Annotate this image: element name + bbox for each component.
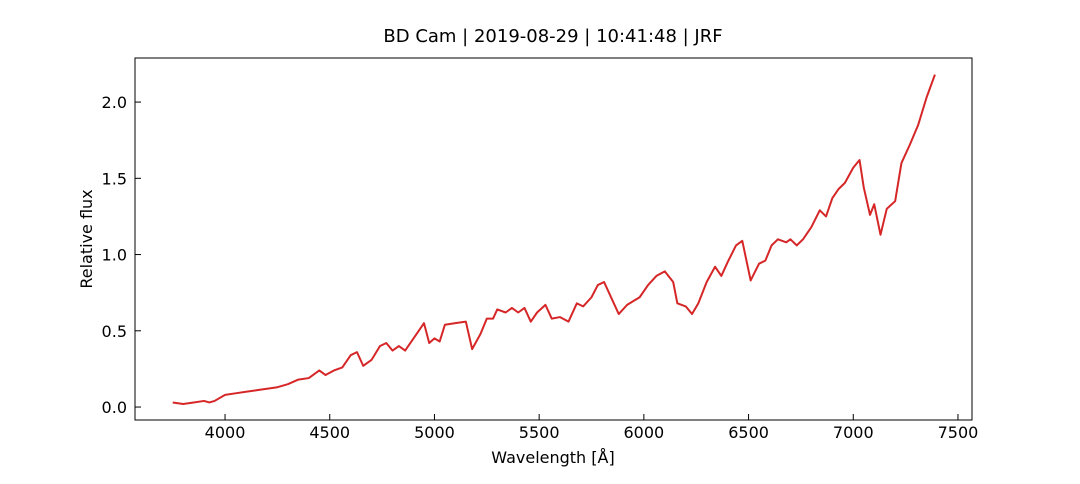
y-tick-label: 1.5 <box>102 169 127 188</box>
x-tick-label: 4000 <box>205 423 246 442</box>
x-tick-label: 5500 <box>519 423 560 442</box>
spectrum-line <box>172 74 936 405</box>
plot-frame <box>134 57 973 421</box>
chart-title: BD Cam | 2019-08-29 | 10:41:48 | JRF <box>383 26 722 47</box>
y-tick-label: 0.0 <box>102 398 127 417</box>
y-tick-label: 0.5 <box>102 322 127 341</box>
y-tick-label: 1.0 <box>102 246 127 265</box>
y-tick-label: 2.0 <box>102 93 127 112</box>
x-tick-label: 6500 <box>728 423 769 442</box>
y-axis-label: Relative flux <box>77 189 96 288</box>
x-axis-label: Wavelength [Å] <box>491 448 614 467</box>
x-tick-label: 5000 <box>414 423 455 442</box>
x-tick-label: 7000 <box>833 423 874 442</box>
x-tick-label: 6000 <box>623 423 664 442</box>
x-tick-label: 7500 <box>938 423 979 442</box>
x-tick-label: 4500 <box>309 423 350 442</box>
